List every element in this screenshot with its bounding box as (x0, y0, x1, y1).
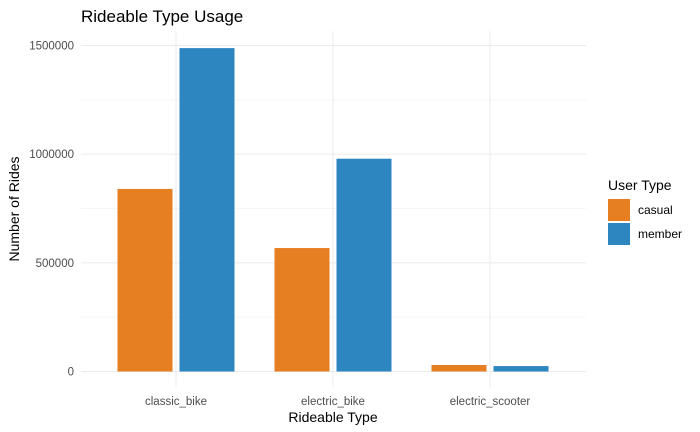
y-tick-label: 1500000 (29, 41, 74, 53)
legend-label-member: member (638, 227, 682, 241)
bar-casual-electric_bike (274, 248, 330, 372)
x-tick-label: classic_bike (145, 396, 207, 408)
bar-member-electric_bike (336, 158, 392, 372)
legend-title: User Type (608, 177, 672, 193)
x-tick-label: electric_scooter (450, 396, 531, 408)
chart-title: Rideable Type Usage (81, 7, 243, 26)
y-tick-label: 500000 (36, 258, 74, 270)
x-axis-ticks: classic_bike electric_bike electric_scoote… (145, 396, 530, 408)
y-axis-ticks: 0 500000 1000000 1500000 (29, 41, 74, 379)
bar-member-classic_bike (179, 48, 235, 372)
bars (117, 48, 549, 372)
bar-member-electric_scooter (493, 366, 549, 372)
bar-casual-classic_bike (117, 188, 173, 372)
y-tick-label: 1000000 (29, 149, 74, 161)
bar-casual-electric_scooter (431, 364, 487, 372)
legend: User Type casual member (608, 177, 682, 245)
x-axis-title: Rideable Type (288, 409, 377, 425)
legend-key-member (608, 223, 630, 245)
y-tick-label: 0 (68, 367, 74, 379)
legend-label-casual: casual (638, 203, 673, 217)
legend-key-casual (608, 199, 630, 221)
x-tick-label: electric_bike (301, 396, 365, 408)
y-axis-title: Number of Rides (6, 156, 22, 261)
